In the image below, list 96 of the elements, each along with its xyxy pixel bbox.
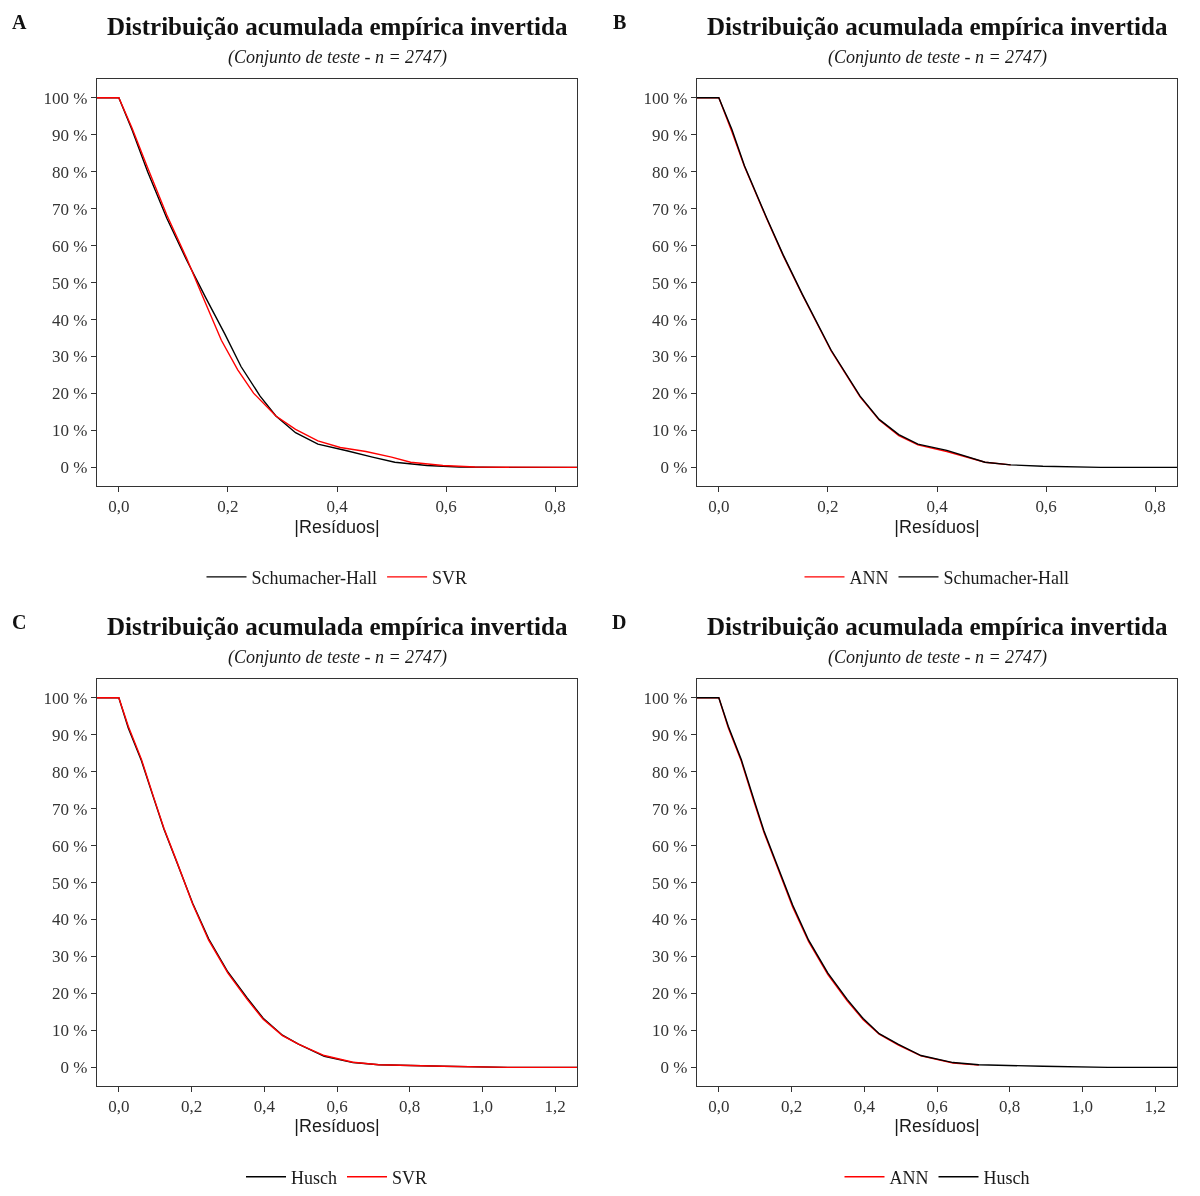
y-tick-label: 50 % [652, 273, 688, 293]
y-tick-label: 60 % [52, 236, 88, 256]
y-tick-label: 40 % [652, 310, 688, 330]
chart-title: Distribuição acumulada empírica invertida [107, 13, 568, 40]
x-tick-label: 0,4 [253, 1097, 276, 1117]
chart-title: Distribuição acumulada empírica invertida [707, 613, 1168, 640]
y-tick-label: 90 % [652, 725, 688, 745]
legend-label: SVR [432, 567, 468, 588]
y-tick-label: 50 % [52, 873, 88, 893]
y-tick-label: 30 % [52, 947, 88, 967]
line-series [697, 97, 1177, 469]
x-tick-label: 1,2 [544, 1097, 566, 1117]
text: C [12, 611, 27, 633]
chart-title: Distribuição acumulada empírica invertida [107, 613, 568, 640]
y-tick-label: 40 % [652, 910, 688, 930]
line-series [697, 697, 1177, 1069]
y-tick-label: 80 % [652, 762, 688, 782]
y-tick-label: 0 % [60, 1058, 88, 1078]
x-tick-label: 1,2 [1144, 1097, 1166, 1117]
y-tick-label: 80 % [652, 162, 688, 182]
legend-label: Schumacher-Hall [943, 567, 1070, 588]
legend-label: Husch [291, 1167, 337, 1188]
line-series [97, 97, 577, 469]
y-tick-label: 90 % [52, 125, 88, 145]
x-axis-title: |Resíduos| [294, 516, 380, 537]
x-tick-label: 0,4 [326, 497, 349, 517]
legend-label: SVR [392, 1167, 428, 1188]
y-tick-label: 50 % [52, 273, 88, 293]
legend-label: Husch [983, 1167, 1030, 1188]
chart-title: Distribuição acumulada empírica invertida [707, 13, 1168, 40]
y-tick-label: 0 % [660, 458, 688, 478]
x-axis-title: |Resíduos| [894, 1116, 980, 1137]
y-tick-label: 30 % [652, 347, 688, 367]
y-tick-label: 20 % [652, 384, 688, 404]
y-tick-label: 80 % [52, 162, 88, 182]
x-tick-label: 0,8 [544, 497, 566, 517]
y-tick-label: 10 % [652, 1021, 688, 1041]
x-tick-label: 0,8 [399, 1097, 421, 1117]
x-tick-label: 1,0 [471, 1097, 494, 1117]
y-tick-label: 70 % [52, 799, 88, 819]
y-tick-label: 10 % [652, 421, 688, 441]
y-tick-label: 80 % [52, 762, 88, 782]
y-tick-label: 0 % [60, 458, 88, 478]
x-tick-label: 0,4 [853, 1097, 876, 1117]
y-tick-label: 70 % [652, 199, 688, 219]
chart-subtitle: (Conjunto de teste - n = 2747) [228, 47, 448, 68]
x-tick-label: 0,8 [999, 1097, 1021, 1117]
x-axis-title: |Resíduos| [294, 1116, 380, 1137]
chart-subtitle: (Conjunto de teste - n = 2747) [228, 647, 448, 668]
x-tick-label: 1,0 [1071, 1097, 1094, 1117]
y-tick-label: 90 % [652, 125, 688, 145]
chart-subtitle: (Conjunto de teste - n = 2747) [828, 47, 1048, 68]
y-tick-label: 10 % [52, 421, 88, 441]
x-tick-label: 0,2 [817, 497, 839, 517]
x-axis-title: |Resíduos| [894, 516, 980, 537]
x-tick-label: 0,2 [180, 1097, 203, 1117]
y-tick-label: 20 % [52, 384, 88, 404]
legend-label: ANN [889, 1167, 929, 1188]
y-tick-label: 50 % [652, 873, 688, 893]
y-tick-label: 40 % [52, 910, 88, 930]
x-tick-label: 0,0 [108, 1097, 130, 1117]
y-tick-label: 20 % [52, 984, 88, 1004]
text: D [612, 611, 627, 633]
y-tick-label: 40 % [52, 310, 88, 330]
x-tick-label: 0,4 [926, 497, 949, 517]
legend-label: Schumacher-Hall [251, 567, 378, 588]
x-tick-label: 0,2 [780, 1097, 803, 1117]
y-tick-label: 100 % [643, 88, 688, 108]
x-tick-label: 0,0 [108, 497, 130, 517]
y-tick-label: 70 % [652, 799, 688, 819]
text: B [613, 11, 627, 33]
y-tick-label: 20 % [652, 984, 688, 1004]
x-tick-label: 0,2 [217, 497, 239, 517]
y-tick-label: 100 % [643, 688, 688, 708]
y-tick-label: 30 % [52, 347, 88, 367]
x-tick-label: 0,6 [926, 1097, 948, 1117]
line-series [97, 697, 577, 1069]
y-tick-label: 90 % [52, 725, 88, 745]
y-tick-label: 60 % [652, 236, 688, 256]
legend-label: ANN [849, 567, 889, 588]
x-tick-label: 0,6 [326, 1097, 348, 1117]
y-tick-label: 60 % [52, 836, 88, 856]
y-tick-label: 60 % [652, 836, 688, 856]
chart-subtitle: (Conjunto de teste - n = 2747) [828, 647, 1048, 668]
x-tick-label: 0,0 [708, 497, 730, 517]
x-tick-label: 0,0 [708, 1097, 730, 1117]
x-tick-label: 0,8 [1144, 497, 1166, 517]
y-tick-label: 30 % [652, 947, 688, 967]
y-tick-label: 100 % [43, 88, 88, 108]
x-tick-label: 0,6 [1035, 497, 1057, 517]
y-tick-label: 0 % [660, 1058, 688, 1078]
text: A [12, 11, 27, 33]
y-tick-label: 100 % [43, 688, 88, 708]
x-tick-label: 0,6 [435, 497, 457, 517]
y-tick-label: 10 % [52, 1021, 88, 1041]
y-tick-label: 70 % [52, 199, 88, 219]
